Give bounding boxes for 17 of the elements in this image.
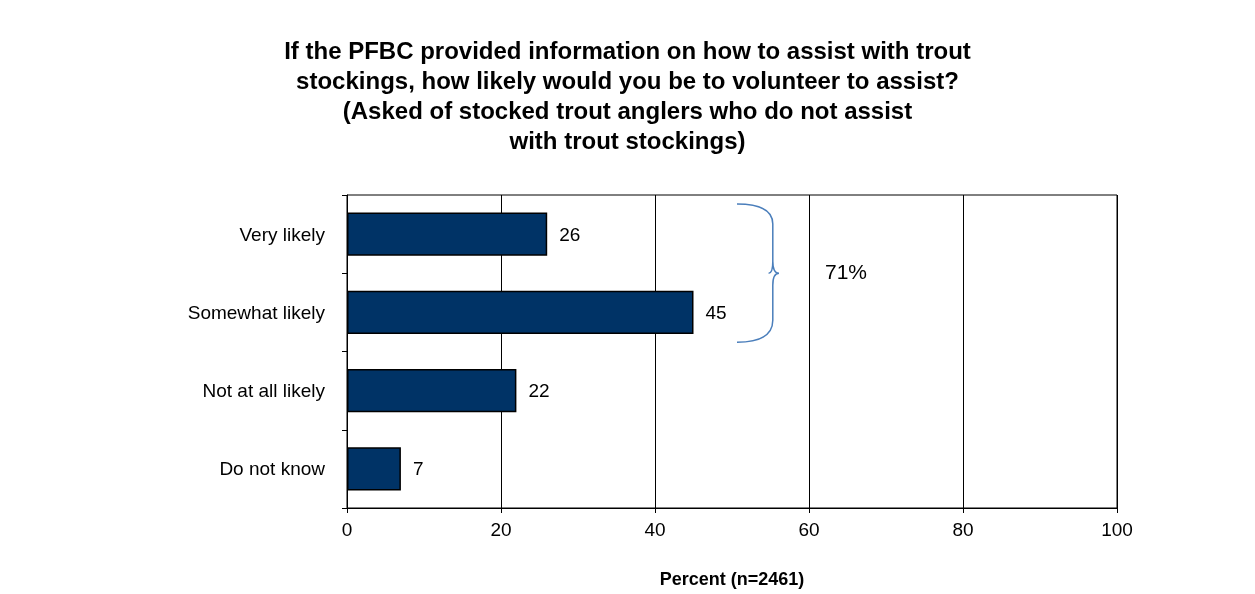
data-label: 26 (559, 223, 581, 245)
x-axis-title: Percent (n=2461) (659, 569, 805, 589)
chart-title: If the PFBC provided information on how to assist with trout stockings, how likely would you be to volunteer to assist? (Asked of stocked trout anglers who do not assist with trout stockings) (284, 36, 971, 154)
data-label: 7 (412, 458, 424, 480)
y-tick-label: Somewhat likely (187, 301, 326, 323)
x-tick-label: 60 (798, 519, 820, 540)
annotation: 71% (825, 260, 868, 284)
y-tick-label: Not at all likely (202, 380, 326, 402)
x-tick-label: 20 (490, 519, 512, 540)
y-tick-label: Do not know (219, 458, 326, 480)
x-tick-label: 100 (1101, 519, 1133, 540)
x-tick-label: 80 (952, 519, 974, 540)
x-tick-label: 40 (644, 519, 666, 540)
data-label: 22 (528, 380, 550, 402)
y-tick-label: Very likely (239, 223, 326, 245)
data-label: 45 (705, 301, 727, 323)
x-tick-label: 0 (341, 519, 353, 540)
